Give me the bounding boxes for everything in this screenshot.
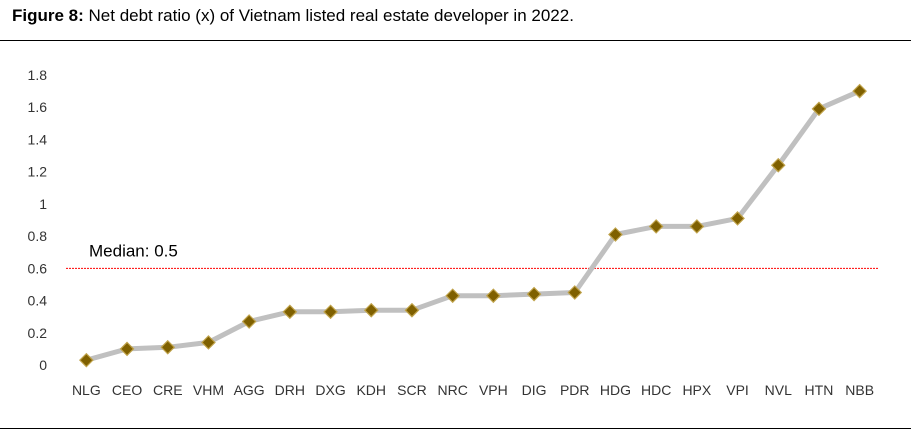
data-point-dxg (323, 304, 338, 320)
x-tick-label: VHM (193, 382, 224, 398)
x-tick-label: DRH (275, 382, 305, 398)
x-tick-label: AGG (234, 382, 265, 398)
bottom-rule (0, 428, 911, 429)
data-point-kdh (363, 302, 379, 318)
data-point-ceo (119, 341, 135, 357)
x-tick-label: VPI (726, 382, 749, 398)
x-tick-label: CEO (112, 382, 142, 398)
y-tick-label: 1.6 (28, 99, 48, 115)
y-tick-label: 0 (39, 357, 47, 373)
x-tick-label: NLG (72, 382, 101, 398)
x-tick-label: NRC (437, 382, 467, 398)
data-point-hdc (648, 219, 664, 234)
top-rule (0, 40, 911, 41)
data-point-hdg (608, 227, 623, 242)
x-tick-label: HDC (641, 382, 671, 398)
data-point-cre (160, 339, 176, 355)
data-point-scr (404, 302, 420, 318)
x-tick-label: HTN (805, 382, 834, 398)
data-point-drh (282, 304, 298, 320)
y-tick-label: 0.2 (28, 325, 48, 341)
data-point-hpx (689, 219, 705, 234)
x-tick-label: HDG (600, 382, 631, 398)
figure-caption: Net debt ratio (x) of Vietnam listed rea… (83, 6, 574, 25)
data-point-vpi (730, 211, 745, 226)
data-point-nrc (445, 288, 460, 304)
y-tick-label: 1 (39, 196, 47, 212)
x-tick-label: NVL (765, 382, 792, 398)
x-tick-label: SCR (397, 382, 427, 398)
x-axis-ticks: NLG CEO CRE VHM AGG DRH DXG KDH SCR NRC VPH DIG PDR H… (72, 382, 874, 398)
data-point-agg (241, 314, 257, 329)
x-tick-label: KDH (356, 382, 386, 398)
x-tick-label: DXG (315, 382, 345, 398)
y-axis-ticks: 0 0.2 0.4 0.6 0.8 1 1.2 1.4 1.6 1.8 (28, 67, 48, 373)
figure-title: Figure 8: Net debt ratio (x) of Vietnam … (12, 6, 574, 26)
median-label: Median: 0.5 (89, 241, 178, 260)
data-point-nvl (770, 157, 786, 173)
x-tick-label: VPH (479, 382, 508, 398)
x-tick-label: NBB (845, 382, 874, 398)
y-tick-label: 1.2 (28, 164, 48, 180)
data-point-htn (811, 101, 827, 117)
data-point-nlg (79, 352, 94, 368)
data-point-vhm (201, 335, 216, 350)
x-tick-label: HPX (682, 382, 711, 398)
y-tick-label: 1.8 (28, 67, 48, 83)
x-tick-label: DIG (522, 382, 547, 398)
x-tick-label: PDR (560, 382, 590, 398)
y-tick-label: 1.4 (28, 131, 48, 147)
data-point-nbb (852, 83, 867, 99)
data-point-pdr (567, 285, 583, 300)
data-point-dig (526, 286, 542, 302)
series-line (83, 88, 863, 363)
series-markers (79, 83, 867, 368)
figure-label: Figure 8: (12, 6, 84, 25)
y-tick-label: 0.4 (28, 293, 48, 309)
y-tick-label: 0.6 (28, 260, 48, 276)
data-point-vph (486, 288, 501, 304)
y-tick-label: 0.8 (28, 228, 48, 244)
x-tick-label: CRE (153, 382, 183, 398)
